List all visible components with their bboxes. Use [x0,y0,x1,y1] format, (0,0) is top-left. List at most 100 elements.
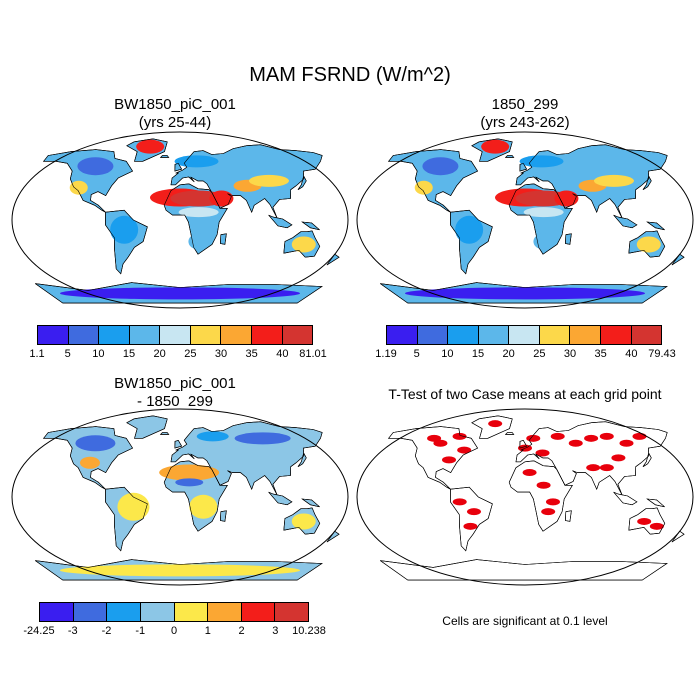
field-patch [79,456,100,469]
field-patch [442,456,457,464]
field-patch [568,439,583,447]
cb2-swatch-7 [600,326,632,344]
field-patch [619,439,634,447]
panel1-title-line1: BW1850_piC_001 [114,96,236,113]
cb1-swatch-1 [68,326,100,344]
panel3-title: BW1850_piC_001 - 1850_299 [75,375,275,411]
field-patch [599,432,614,440]
cb2-tick-label: 25 [533,348,546,360]
field-patch [75,435,116,452]
main-title: MAM FSRND (W/m^2) [249,64,451,86]
cb2-tick-label: 20 [502,348,515,360]
panel1-title-line2: (yrs 25-44) [138,114,212,131]
map-border [356,131,694,309]
field-patch [248,174,289,187]
cb2-swatch-0 [387,326,418,344]
cb2-swatch-2 [448,326,479,344]
field-patch [117,492,150,521]
field-patch [175,478,204,487]
cb1-tick-label: 20 [153,348,166,360]
field-patch [60,287,300,300]
cb2-tick-label: 5 [413,348,420,360]
cb2-tick-label: 35 [594,348,607,360]
cb3-tick-label: -3 [67,625,78,637]
cb3-swatch-1 [73,603,108,621]
map-border [356,408,694,586]
field-patch [159,464,220,481]
cb3-tick-label: 1 [204,625,211,637]
panel1-title: BW1850_piC_001 (yrs 25-44) [75,96,275,132]
field-patch [593,174,634,187]
colorbar-panel1-ticks: 1.1 5 10 15 20 25 30 35 40 81.01 [29,348,326,362]
cb3-tick-label: 10.238 [292,625,326,637]
map-panel3 [10,407,350,587]
colorbar-panel2 [386,325,662,345]
cb1-tick-label: 5 [64,348,71,360]
cb1-swatch-6 [221,326,252,344]
cb1-swatch-5 [190,326,222,344]
panel3-title-line1: BW1850_piC_001 [114,375,236,392]
cb2-swatch-1 [417,326,449,344]
panel3-title-line2: - 1850_299 [137,393,213,410]
field-patch [457,446,472,454]
cb1-swatch-3 [129,326,161,344]
cb1-swatch-7 [251,326,283,344]
cb3-swatch-5 [208,603,242,621]
field-patch [463,522,478,530]
cb2-swatch-3 [478,326,510,344]
map-panel4 [355,407,695,587]
cb3-tick-label: -24.25 [23,625,55,637]
field-patch [77,157,114,176]
field-patch [209,190,234,207]
cb2-swatch-5 [539,326,571,344]
cb2-tick-label: 1.19 [375,348,397,360]
field-patch [611,454,626,462]
field-patch [535,449,550,457]
cb2-tick-label: 30 [563,348,577,360]
field-patch [550,432,565,440]
field-patch [174,155,219,168]
cb2-swatch-8 [631,326,662,344]
colorbar-panel1 [37,325,313,345]
cb3-swatch-2 [107,603,141,621]
cb1-swatch-4 [160,326,191,344]
field-patch [519,155,564,168]
cb1-tick-label: 30 [214,348,228,360]
map-panel2 [355,130,695,310]
field-patch [584,434,599,442]
map-border [11,408,349,586]
colorbar-panel3-ticks: -24.25 -3 -2 -1 0 1 2 3 10.238 [23,625,325,639]
field-patch [60,564,300,577]
field-patch [488,420,503,428]
cb1-tick-label: 35 [245,348,258,360]
field-patch [649,522,664,530]
map-panel1 [10,130,350,310]
cb1-swatch-8 [282,326,313,344]
cb3-tick-label: -2 [101,625,112,637]
cb1-tick-label: 81.01 [299,348,327,360]
cb3-swatch-6 [241,603,276,621]
significance-note: Cells are significant at 0.1 level [442,614,608,628]
field-patch [536,481,551,489]
panel4-title: T-Test of two Case means at each grid po… [388,386,662,402]
cb1-tick-label: 15 [122,348,136,360]
cb1-tick-label: 1.1 [29,348,45,360]
field-patch [466,508,481,516]
field-patch [632,432,647,440]
panel2-title-line1: 1850_299 [491,96,559,113]
colorbar-panel3 [39,602,309,622]
colorbar-panel2-ticks: 1.19 5 10 15 20 25 30 35 40 79.43 [375,348,675,362]
field-patch [452,498,467,506]
field-patch [427,434,442,442]
cb3-swatch-7 [275,603,308,621]
field-patch [110,215,139,244]
field-patch [69,180,88,195]
panel2-title: 1850_299 (yrs 243-262) [425,96,625,132]
field-patch [234,432,291,445]
cb3-tick-label: 3 [272,625,279,637]
field-patch [586,464,601,472]
cb1-swatch-0 [38,326,69,344]
cb3-swatch-4 [174,603,209,621]
field-patch [481,139,510,154]
field-patch [523,207,564,218]
